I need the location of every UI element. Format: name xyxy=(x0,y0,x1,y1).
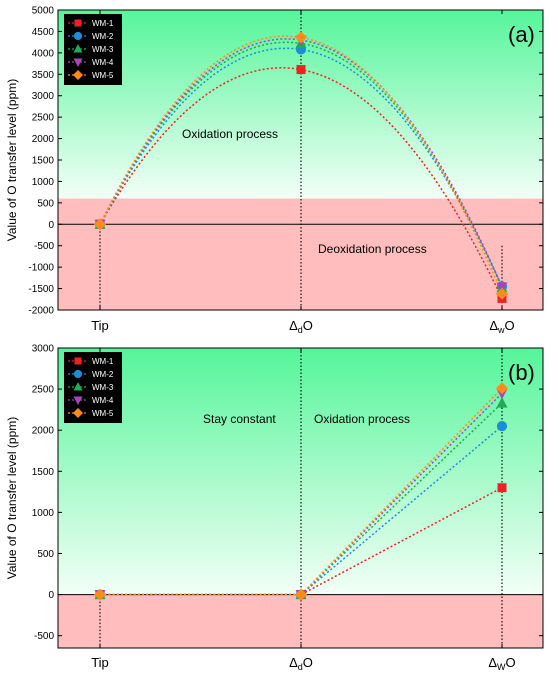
y-tick-label: 1500 xyxy=(32,467,55,478)
legend: WM-1 WM-2 WM-3 WM-4 WM-5 xyxy=(64,14,122,85)
legend-marker-wm-3 xyxy=(73,44,83,53)
data-point-wm-1 xyxy=(497,483,507,493)
panel-b: -500 0 500 1000 1500 2000 2500 3000 Tip ΔdO ΔWO Val… xyxy=(5,344,544,672)
annotation: Deoxidation process xyxy=(318,242,427,256)
y-tick-label: 4500 xyxy=(32,27,55,38)
annotation: Oxidation process xyxy=(182,127,278,141)
panel-a: -2000 -1500 -1000 -500 0 500 1000 1500 2000 2500 3… xyxy=(5,6,544,335)
data-point-wm-5 xyxy=(94,588,106,601)
legend-label: WM-5 xyxy=(92,409,114,418)
y-tick-label: 1500 xyxy=(32,156,55,167)
y-tick-label: 3500 xyxy=(32,70,55,81)
legend-marker-wm-2 xyxy=(73,31,83,41)
legend-marker-wm-4 xyxy=(73,58,83,67)
series-line-wm-4 xyxy=(100,392,503,596)
y-axis-title: Value of O transfer level (ppm) xyxy=(5,79,19,242)
y-tick-label: -2000 xyxy=(28,306,54,317)
x-tick-label: ΔdO xyxy=(289,318,313,335)
data-point-wm-5 xyxy=(496,382,508,395)
legend-marker-wm-1 xyxy=(74,357,82,365)
x-tick-label: ΔWO xyxy=(488,655,515,672)
legend-label: WM-3 xyxy=(92,45,114,54)
y-tick-label: -500 xyxy=(34,631,54,642)
annotation: Stay constant xyxy=(203,412,276,426)
legend-marker-wm-3 xyxy=(73,382,83,391)
y-tick-label: 0 xyxy=(48,590,54,601)
y-tick-label: 3000 xyxy=(32,91,55,102)
y-tick-label: 4000 xyxy=(32,48,55,59)
legend-label: WM-2 xyxy=(92,32,114,41)
series-line-wm-4 xyxy=(99,38,503,288)
y-tick-label: 500 xyxy=(37,549,54,560)
legend-label: WM-2 xyxy=(92,370,114,379)
series-line-wm-5 xyxy=(99,35,503,294)
y-tick-label: 2000 xyxy=(32,426,55,437)
legend-marker-wm-5 xyxy=(73,408,83,418)
data-point-wm-5 xyxy=(496,287,508,300)
data-point-wm-2 xyxy=(496,420,508,432)
legend-label: WM-3 xyxy=(92,383,114,392)
y-tick-label: 2500 xyxy=(32,113,55,124)
y-tick-label: -1500 xyxy=(28,284,54,295)
y-tick-label: -500 xyxy=(34,241,54,252)
y-tick-label: 3000 xyxy=(32,344,55,355)
legend-marker-wm-5 xyxy=(73,70,83,80)
data-point-wm-3 xyxy=(496,397,508,408)
x-tick-label: ΔwO xyxy=(489,318,514,335)
legend-label: WM-1 xyxy=(92,357,114,366)
legend-label: WM-5 xyxy=(92,71,114,80)
legend-label: WM-4 xyxy=(92,396,114,405)
y-tick-label: -1000 xyxy=(28,263,54,274)
x-tick-label: Tip xyxy=(91,318,109,333)
data-point-wm-4 xyxy=(496,282,508,293)
y-tick-label: 1000 xyxy=(32,508,55,519)
red-region xyxy=(58,198,543,310)
y-tick-label: 2500 xyxy=(32,385,55,396)
legend-marker-wm-2 xyxy=(73,369,83,379)
y-tick-label: 2000 xyxy=(32,134,55,145)
x-tick-label: Tip xyxy=(91,655,109,670)
y-tick-label: 5000 xyxy=(32,6,55,17)
panel-label: (b) xyxy=(508,360,535,385)
x-tick-label: ΔdO xyxy=(289,655,313,672)
data-point-wm-5 xyxy=(295,31,307,44)
legend-marker-wm-4 xyxy=(73,396,83,405)
y-tick-label: 500 xyxy=(37,198,54,209)
legend-label: WM-1 xyxy=(92,19,114,28)
y-tick-label: 0 xyxy=(48,220,54,231)
annotation: Oxidation process xyxy=(314,412,410,426)
y-tick-label: 1000 xyxy=(32,177,55,188)
panel-label: (a) xyxy=(508,22,535,47)
data-point-wm-1 xyxy=(296,65,306,75)
legend-marker-wm-1 xyxy=(74,19,82,27)
y-axis-title: Value of O transfer level (ppm) xyxy=(5,417,19,580)
data-point-wm-5 xyxy=(295,588,307,601)
data-point-wm-5 xyxy=(94,218,106,231)
legend-label: WM-4 xyxy=(92,58,114,67)
legend: WM-1 WM-2 WM-3 WM-4 WM-5 xyxy=(64,352,122,423)
